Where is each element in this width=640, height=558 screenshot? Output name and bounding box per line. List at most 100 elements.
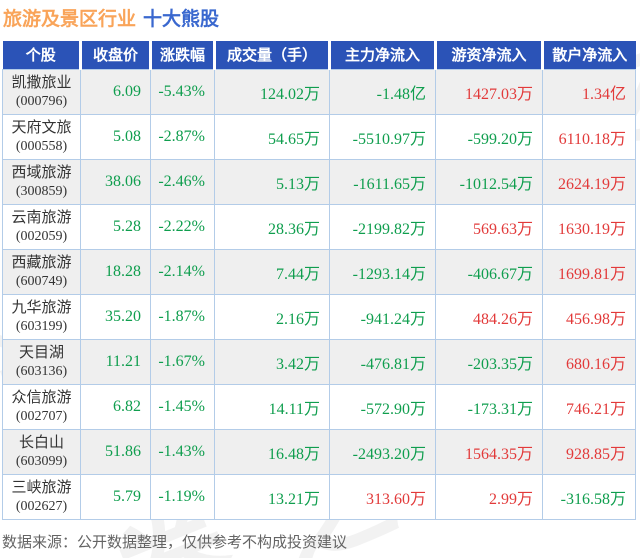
- stock-cell: 天府文旅 (000558): [2, 113, 81, 160]
- retail-inflow-cell: 1630.19万: [542, 203, 636, 250]
- stock-code: (603136): [15, 363, 68, 379]
- speculative-inflow-cell: -203.35万: [435, 338, 543, 385]
- volume-cell: 3.42万: [214, 338, 330, 385]
- retail-inflow-cell: 6110.18万: [542, 113, 636, 160]
- speculative-inflow-cell: 569.63万: [435, 203, 543, 250]
- stock-name: 天府文旅: [11, 118, 72, 136]
- stock-cell: 西域旅游 (300859): [2, 158, 81, 205]
- stock-name: 九华旅游: [11, 298, 72, 316]
- stock-name: 众信旅游: [11, 388, 72, 406]
- retail-inflow-cell: -316.58万: [542, 473, 636, 520]
- speculative-inflow-cell: 1427.03万: [435, 68, 543, 115]
- close-price-cell: 5.08: [80, 113, 151, 160]
- stock-cell: 西藏旅游 (600749): [2, 248, 81, 295]
- close-price-cell: 35.20: [80, 293, 151, 340]
- volume-cell: 2.16万: [214, 293, 330, 340]
- table-row: 长白山 (603099) 51.86 -1.43% 16.48万 -2493.20万 156…: [2, 428, 636, 475]
- close-price-cell: 5.79: [80, 473, 151, 520]
- data-source-note: 数据来源：公开数据整理，仅供参考不构成投资建议: [2, 533, 348, 551]
- stock-code: (002707): [15, 408, 68, 424]
- main-inflow-cell: 313.60万: [329, 473, 436, 520]
- change-percent-cell: -1.87%: [150, 293, 215, 340]
- volume-cell: 16.48万: [214, 428, 330, 475]
- close-price-cell: 18.28: [80, 248, 151, 295]
- speculative-inflow-cell: -599.20万: [435, 113, 543, 160]
- table-row: 凯撒旅业 (000796) 6.09 -5.43% 124.02万 -1.48亿 1427.…: [2, 68, 636, 115]
- volume-cell: 28.36万: [214, 203, 330, 250]
- volume-cell: 5.13万: [214, 158, 330, 205]
- volume-cell: 124.02万: [214, 68, 330, 115]
- retail-inflow-cell: 456.98万: [542, 293, 636, 340]
- main-inflow-cell: -572.90万: [329, 383, 436, 430]
- stock-cell: 天目湖 (603136): [2, 338, 81, 385]
- stock-name: 云南旅游: [11, 208, 72, 226]
- column-header: 收盘价: [80, 41, 152, 69]
- change-percent-cell: -5.43%: [150, 68, 215, 115]
- stock-code: (002627): [15, 498, 68, 514]
- table-row: 西域旅游 (300859) 38.06 -2.46% 5.13万 -1611.65万 -10…: [2, 158, 636, 205]
- close-price-cell: 51.86: [80, 428, 151, 475]
- table-header-row: 个股 收盘价 涨跌幅 成交量（手） 主力净流入 游资净流入 散户净流入: [2, 41, 636, 69]
- table-row: 天府文旅 (000558) 5.08 -2.87% 54.65万 -5510.97万 -59…: [2, 113, 636, 160]
- table-row: 三峡旅游 (002627) 5.79 -1.19% 13.21万 313.60万 2.99万…: [2, 473, 636, 520]
- stock-name: 长白山: [18, 433, 64, 451]
- stock-cell: 长白山 (603099): [2, 428, 81, 475]
- retail-inflow-cell: 1699.81万: [542, 248, 636, 295]
- stock-cell: 云南旅游 (002059): [2, 203, 81, 250]
- retail-inflow-cell: 2624.19万: [542, 158, 636, 205]
- table-header: 个股 收盘价 涨跌幅 成交量（手） 主力净流入 游资净流入 散户净流入: [2, 41, 636, 69]
- change-percent-cell: -1.43%: [150, 428, 215, 475]
- table-body: 凯撒旅业 (000796) 6.09 -5.43% 124.02万 -1.48亿 1427.…: [2, 68, 636, 520]
- stock-code: (603199): [15, 318, 68, 334]
- main-inflow-cell: -2493.20万: [329, 428, 436, 475]
- retail-inflow-cell: 680.16万: [542, 338, 636, 385]
- retail-inflow-cell: 928.85万: [542, 428, 636, 475]
- stock-code: (000796): [15, 93, 68, 109]
- stock-name: 西域旅游: [11, 163, 72, 181]
- bear-stocks-table: 个股 收盘价 涨跌幅 成交量（手） 主力净流入 游资净流入 散户净流入 凯撒旅业 (00079…: [2, 41, 636, 520]
- stock-cell: 三峡旅游 (002627): [2, 473, 81, 520]
- speculative-inflow-cell: -406.67万: [435, 248, 543, 295]
- column-header: 个股: [2, 41, 82, 69]
- close-price-cell: 6.09: [80, 68, 151, 115]
- retail-inflow-cell: 1.34亿: [542, 68, 636, 115]
- stock-cell: 凯撒旅业 (000796): [2, 68, 81, 115]
- stock-code: (002059): [15, 228, 68, 244]
- speculative-inflow-cell: 1564.35万: [435, 428, 543, 475]
- title-category: 十大熊股: [143, 9, 220, 30]
- close-price-cell: 5.28: [80, 203, 151, 250]
- stock-name: 三峡旅游: [11, 478, 72, 496]
- change-percent-cell: -2.46%: [150, 158, 215, 205]
- change-percent-cell: -2.14%: [150, 248, 215, 295]
- main-inflow-cell: -5510.97万: [329, 113, 436, 160]
- main-inflow-cell: -1611.65万: [329, 158, 436, 205]
- stock-code: (600749): [15, 273, 68, 289]
- close-price-cell: 6.82: [80, 383, 151, 430]
- stock-cell: 九华旅游 (603199): [2, 293, 81, 340]
- table-row: 西藏旅游 (600749) 18.28 -2.14% 7.44万 -1293.14万 -40…: [2, 248, 636, 295]
- speculative-inflow-cell: 484.26万: [435, 293, 543, 340]
- column-header: 涨跌幅: [150, 41, 216, 69]
- table-row: 众信旅游 (002707) 6.82 -1.45% 14.11万 -572.90万 -173…: [2, 383, 636, 430]
- main-inflow-cell: -941.24万: [329, 293, 436, 340]
- page-title: 旅游及景区行业 十大熊股: [3, 8, 640, 32]
- main-inflow-cell: -1293.14万: [329, 248, 436, 295]
- volume-cell: 54.65万: [214, 113, 330, 160]
- speculative-inflow-cell: -173.31万: [435, 383, 543, 430]
- table-row: 九华旅游 (603199) 35.20 -1.87% 2.16万 -941.24万 484.…: [2, 293, 636, 340]
- main-inflow-cell: -476.81万: [329, 338, 436, 385]
- speculative-inflow-cell: 2.99万: [435, 473, 543, 520]
- close-price-cell: 11.21: [80, 338, 151, 385]
- stock-name: 天目湖: [18, 343, 64, 361]
- column-header: 成交量（手）: [214, 41, 331, 69]
- volume-cell: 14.11万: [214, 383, 330, 430]
- volume-cell: 13.21万: [214, 473, 330, 520]
- main-inflow-cell: -2199.82万: [329, 203, 436, 250]
- change-percent-cell: -1.45%: [150, 383, 215, 430]
- column-header: 主力净流入: [329, 41, 437, 69]
- main-inflow-cell: -1.48亿: [329, 68, 436, 115]
- stock-code: (000558): [15, 138, 68, 154]
- change-percent-cell: -1.19%: [150, 473, 215, 520]
- stock-code: (603099): [15, 453, 68, 469]
